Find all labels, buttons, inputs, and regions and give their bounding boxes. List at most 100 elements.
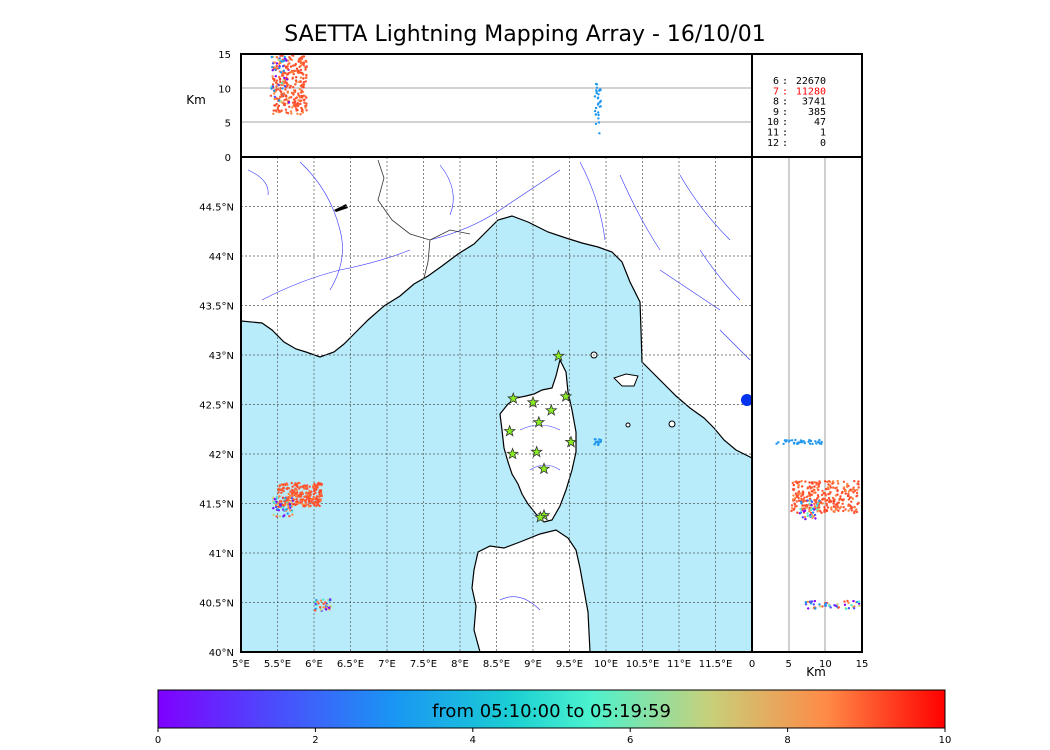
alt-axis-unit: Km [186,93,206,107]
star-icon [564,435,578,448]
colorbar-tick-label: 8 [784,735,790,746]
sensor-marker [741,394,753,406]
station-count-value: 47 [814,117,826,128]
lon-tick-label: 8.5°E [483,659,510,670]
lightning-cluster-west-edge [271,496,294,518]
lat-tick-label: 44°N [209,252,234,263]
colorbar-tick-label: 2 [312,735,318,746]
lon-tick-label: 7°E [378,659,396,670]
lightning-cluster-corsica-east [593,438,603,447]
corsica-island [499,358,577,523]
lat-tick-label: 44.5°N [199,203,234,214]
station-count-label: 11 [767,128,779,139]
map-grid [241,157,752,652]
svg-text::: : [782,128,788,139]
lon-tick-label: 6°E [305,659,323,670]
elba-island [613,373,639,387]
alt-tick-label: 5 [225,119,231,130]
svg-text::: : [782,107,788,118]
altitude-cluster-mixed [269,55,291,104]
star-icon [537,462,551,475]
svg-text::: : [782,97,788,108]
station-count-value: 1 [820,128,826,139]
alt-tick-label: 15 [218,50,231,61]
sardinia-island [471,529,591,652]
altitude-lat-cluster-main [790,479,860,515]
lon-tick-label: 8°E [451,659,469,670]
altitude-lon-panel [240,53,753,158]
altitude-lat-panel [751,156,863,653]
station-count-label: 8 [773,97,779,108]
alt-tick-label: 10 [218,84,231,95]
lightning-cluster-west [276,481,323,509]
altitude-lat-cluster-mixed [798,499,821,521]
star-icon [532,415,546,428]
lon-tick-label: 10.5°E [626,659,660,670]
station-count-row: 7:11280 [773,86,826,97]
station-count-value: 0 [820,138,826,149]
station-count-value: 385 [808,107,826,118]
star-icon [559,389,573,402]
colorbar-tick-label: 0 [155,735,161,746]
lat-tick-label: 43°N [209,351,234,362]
station-count-label: 6 [773,76,779,87]
lon-tick-label: 11.5°E [699,659,733,670]
alt-tick-label: 0 [749,659,755,670]
lon-tick-label: 5.5°E [264,659,291,670]
alt-tick-label: 5 [785,659,791,670]
star-icon [544,403,558,416]
lat-tick-label: 41°N [209,549,234,560]
lon-tick-label: 9.5°E [556,659,583,670]
altitude-lat-cluster-south [804,599,861,611]
lon-tick-label: 7.5°E [410,659,437,670]
station-count-row: 10: 47 [767,117,826,128]
station-count-label: 10 [767,117,779,128]
altitude-lat-cluster-blue [775,438,823,446]
alt-tick-label: 15 [856,659,869,670]
star-icon [534,510,547,523]
star-icon [507,391,520,404]
svg-text::: : [782,76,788,87]
lat-tick-label: 43.5°N [199,302,234,313]
station-count-row: 6:22670 [773,76,826,87]
station-count-row: 9: 385 [773,107,826,118]
station-count-label: 7 [773,86,779,97]
lon-tick-label: 10°E [594,659,618,670]
station-count-value: 22670 [796,76,826,87]
colorbar-label: from 05:10:00 to 05:19:59 [432,701,671,722]
svg-text::: : [782,117,788,128]
rivers [247,161,751,611]
lat-tick-label: 42.5°N [199,401,234,412]
alt-tick-label: 10 [819,659,832,670]
lat-tick-label: 41.5°N [199,500,234,511]
station-count-value: 3741 [802,97,826,108]
alt-tick-label: 0 [225,153,231,164]
lon-tick-label: 6.5°E [337,659,364,670]
star-icon [530,445,544,458]
lightning-cluster-southwest [314,598,332,612]
star-icon [526,395,540,408]
main-map-panel [240,156,753,653]
station-count-value: 11280 [796,86,826,97]
colorbar-tick-label: 6 [627,735,633,746]
station-count-row: 11: 1 [767,128,826,139]
star-icon [552,349,565,362]
star-icon [503,424,517,437]
station-count-label: 9 [773,107,779,118]
stations [503,349,578,523]
colorbar-tick-label: 4 [470,735,476,746]
svg-text::: : [782,138,788,149]
lat-tick-label: 40.5°N [199,599,234,610]
lon-tick-label: 11°E [667,659,691,670]
lon-tick-label: 9°E [524,659,542,670]
station-count-row: 12: 0 [767,138,826,149]
svg-text::: : [782,86,788,97]
star-icon [506,447,519,460]
axis-labels: 5°E 5.5°E 6°E 6.5°E 7°E 7.5°E 8°E 8.5°E 9°E 9.5°E… [186,50,868,679]
station-count-label: 12 [767,138,779,149]
lat-tick-label: 40°N [209,648,234,659]
colorbar-tick-label: 10 [939,735,952,746]
time-colorbar: 0 2 4 6 8 10 [155,689,952,746]
alt-axis-unit: Km [806,665,826,679]
